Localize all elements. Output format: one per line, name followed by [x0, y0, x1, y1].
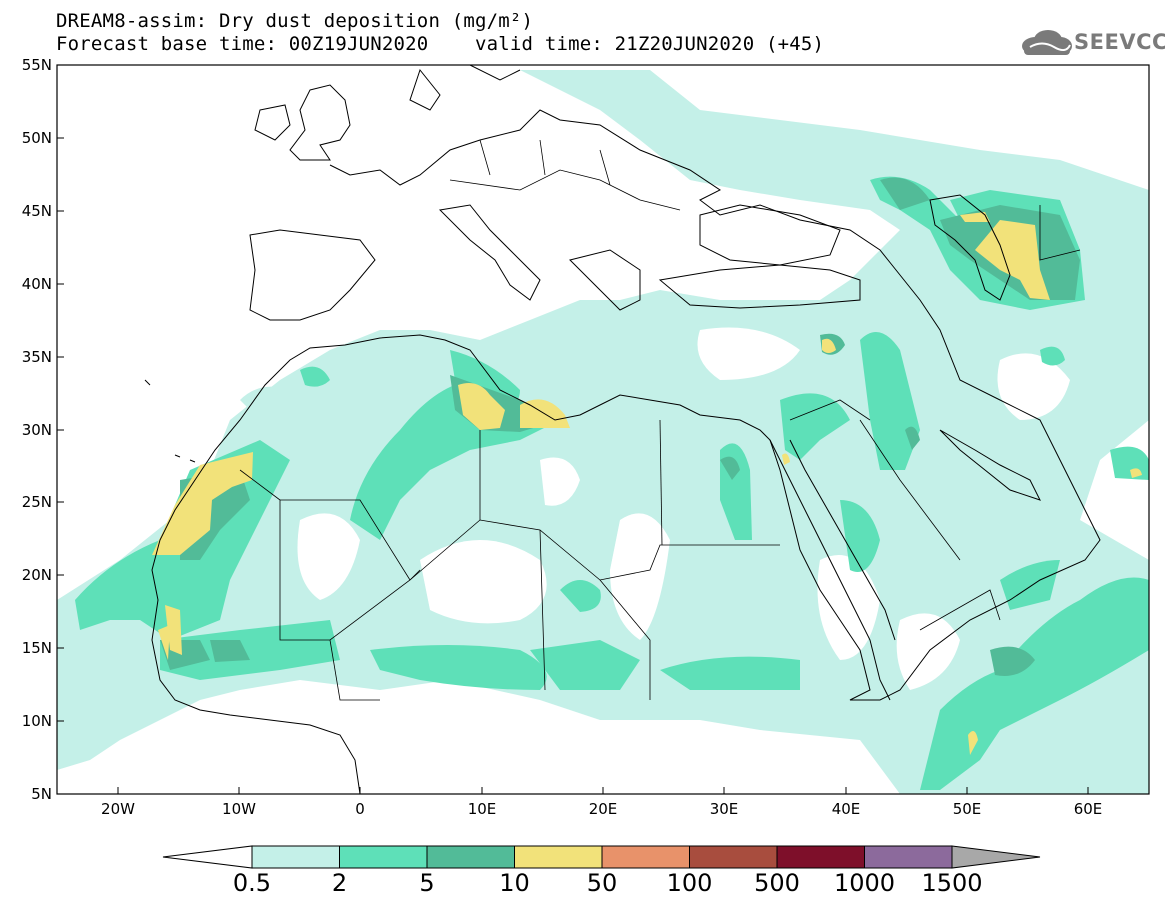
lat-label: 20N: [21, 566, 52, 584]
logo-text: SEEVCCC: [1074, 30, 1165, 54]
lat-label: 5N: [31, 785, 52, 803]
colorbar-label: 1500: [921, 869, 983, 897]
colorbar-label: 0.5: [232, 869, 272, 897]
lon-label: 40E: [831, 800, 861, 818]
map-title: DREAM8-assim: Dry dust deposition (mg/m²…: [56, 10, 534, 32]
colorbar-label: 10: [499, 869, 530, 897]
colorbar-label: 5: [419, 869, 435, 897]
lon-label: 20W: [101, 800, 135, 818]
lat-label: 55N: [21, 56, 52, 74]
lon-label: 60E: [1073, 800, 1103, 818]
lon-label: 30E: [709, 800, 739, 818]
lat-label: 40N: [21, 275, 52, 293]
lat-label: 30N: [21, 421, 52, 439]
lon-label: 0: [355, 800, 365, 818]
colorbar-label: 500: [754, 869, 800, 897]
coastlines: [144, 65, 1101, 794]
colorbar-label: 100: [666, 869, 713, 897]
colorbar-label: 50: [586, 869, 618, 897]
lon-label: 10E: [467, 800, 497, 818]
map-field: [57, 65, 1149, 794]
map-subtitle: Forecast base time: 00Z19JUN2020 valid t…: [56, 33, 825, 55]
axis-ticks: [57, 64, 1089, 794]
lat-label: 25N: [21, 493, 52, 511]
lon-label: 10W: [222, 800, 256, 818]
lon-label: 50E: [952, 800, 982, 818]
lat-label: 45N: [21, 202, 52, 220]
lat-label: 50N: [21, 129, 52, 147]
borders: [239, 139, 1081, 701]
lat-label: 10N: [21, 712, 52, 730]
lat-label: 35N: [21, 348, 52, 366]
cloud-logo-icon: [1022, 30, 1072, 55]
lon-label: 20E: [588, 800, 618, 818]
colorbar-label: 2: [331, 869, 348, 897]
lat-label: 15N: [21, 639, 52, 657]
colorbar-label: 1000: [833, 869, 896, 897]
